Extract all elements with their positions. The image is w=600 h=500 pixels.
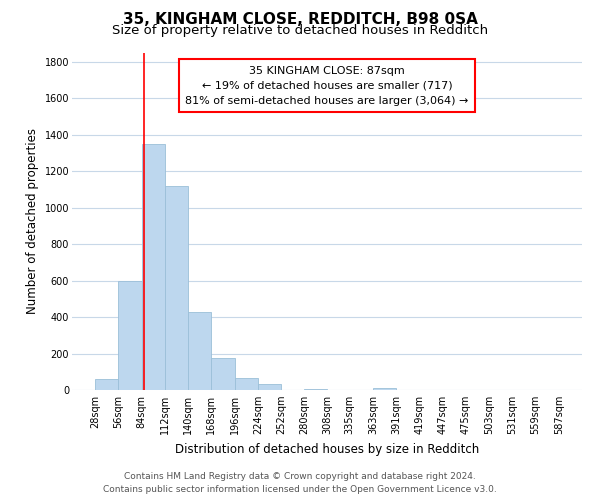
Bar	[235, 378, 258, 390]
X-axis label: Distribution of detached houses by size in Redditch: Distribution of detached houses by size …	[175, 442, 479, 456]
Bar	[188, 312, 211, 390]
Bar	[165, 186, 188, 390]
Text: Size of property relative to detached houses in Redditch: Size of property relative to detached ho…	[112, 24, 488, 37]
Bar	[142, 144, 165, 390]
Bar	[118, 280, 142, 390]
Bar	[304, 389, 328, 390]
Y-axis label: Number of detached properties: Number of detached properties	[26, 128, 39, 314]
Bar	[373, 388, 396, 390]
Text: 35, KINGHAM CLOSE, REDDITCH, B98 0SA: 35, KINGHAM CLOSE, REDDITCH, B98 0SA	[122, 12, 478, 28]
Bar	[211, 358, 235, 390]
Bar	[95, 379, 118, 390]
Text: 35 KINGHAM CLOSE: 87sqm
← 19% of detached houses are smaller (717)
81% of semi-d: 35 KINGHAM CLOSE: 87sqm ← 19% of detache…	[185, 66, 469, 106]
Bar	[258, 384, 281, 390]
Text: Contains HM Land Registry data © Crown copyright and database right 2024.
Contai: Contains HM Land Registry data © Crown c…	[103, 472, 497, 494]
